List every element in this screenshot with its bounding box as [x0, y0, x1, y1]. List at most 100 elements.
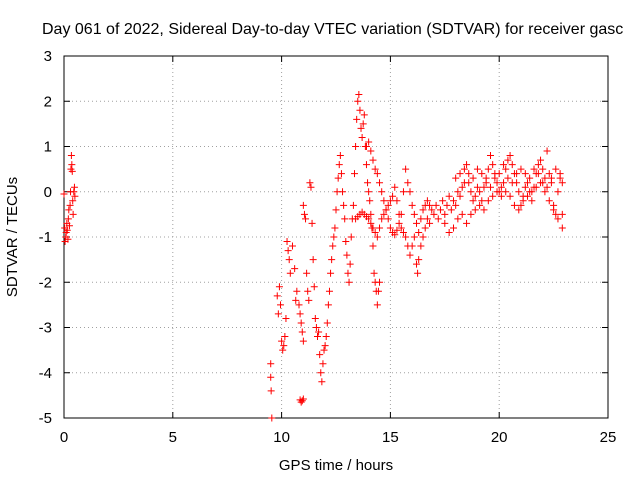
data-point — [497, 192, 505, 200]
data-point — [489, 192, 497, 200]
data-point — [318, 378, 326, 386]
data-point — [275, 283, 283, 291]
data-point — [534, 170, 542, 178]
x-tick-label: 10 — [273, 429, 290, 446]
data-point — [319, 360, 327, 368]
data-point — [267, 373, 275, 381]
data-point — [354, 97, 362, 105]
data-point — [519, 197, 527, 205]
data-point — [314, 333, 322, 341]
data-point — [358, 133, 366, 141]
data-point — [376, 224, 384, 232]
data-point — [423, 215, 431, 223]
y-tick-label: -5 — [39, 410, 52, 427]
data-point — [428, 206, 436, 214]
data-point — [547, 174, 555, 182]
data-point — [391, 231, 399, 239]
y-tick-label: -1 — [39, 229, 52, 246]
data-point — [508, 179, 516, 187]
data-point — [471, 192, 479, 200]
data-point — [417, 215, 425, 223]
data-point — [307, 183, 315, 191]
y-tick-label: -4 — [39, 365, 52, 382]
data-point — [541, 188, 549, 196]
data-point — [495, 170, 503, 178]
data-point — [359, 120, 367, 128]
data-point — [460, 179, 468, 187]
data-point — [458, 183, 466, 191]
data-point — [504, 174, 512, 182]
data-point — [365, 138, 373, 146]
data-point — [445, 228, 453, 236]
y-axis-label: SDTVAR / TECUs — [4, 177, 21, 297]
data-point — [280, 342, 288, 350]
data-point — [273, 292, 281, 300]
data-point — [68, 167, 76, 175]
data-point — [373, 301, 381, 309]
data-point — [274, 310, 282, 318]
data-point — [64, 235, 72, 243]
data-point — [366, 197, 374, 205]
x-axis-label: GPS time / hours — [279, 457, 393, 474]
data-point — [436, 206, 444, 214]
data-point — [426, 201, 434, 209]
data-point — [327, 269, 335, 277]
data-point — [309, 256, 317, 264]
data-point — [454, 188, 462, 196]
data-point — [410, 233, 418, 241]
data-point — [515, 188, 523, 196]
data-point — [279, 346, 287, 354]
data-point — [376, 179, 384, 187]
data-point — [69, 197, 77, 205]
data-points — [60, 90, 566, 422]
data-point — [419, 206, 427, 214]
data-point — [480, 183, 488, 191]
data-point — [532, 183, 540, 191]
data-point — [454, 215, 462, 223]
data-point — [415, 256, 423, 264]
data-point — [558, 224, 566, 232]
data-point — [324, 301, 332, 309]
data-point — [473, 183, 481, 191]
data-point — [543, 147, 551, 155]
data-point — [476, 188, 484, 196]
data-point — [340, 201, 348, 209]
data-point — [378, 215, 386, 223]
data-point — [506, 192, 514, 200]
data-point — [395, 219, 403, 227]
data-point — [357, 124, 365, 132]
data-point — [64, 215, 72, 223]
data-point — [367, 147, 375, 155]
data-point — [537, 156, 545, 164]
x-tick-label: 20 — [491, 429, 508, 446]
data-point — [321, 342, 329, 350]
data-point — [308, 219, 316, 227]
data-point — [463, 161, 471, 169]
data-point — [413, 219, 421, 227]
data-point — [68, 161, 76, 169]
data-point — [517, 201, 525, 209]
data-point — [65, 206, 73, 214]
data-point — [380, 197, 388, 205]
data-point — [355, 90, 363, 98]
data-point — [386, 197, 394, 205]
data-point — [336, 152, 344, 160]
x-tick-label: 25 — [600, 429, 617, 446]
data-point — [493, 188, 501, 196]
data-point — [399, 188, 407, 196]
data-point — [382, 206, 390, 214]
data-point — [408, 242, 416, 250]
data-point — [320, 346, 328, 354]
data-point — [550, 206, 558, 214]
data-point — [356, 106, 364, 114]
data-point — [554, 188, 562, 196]
data-point — [389, 192, 397, 200]
data-point — [391, 183, 399, 191]
data-point — [341, 215, 349, 223]
data-point — [526, 174, 534, 182]
data-point — [369, 242, 377, 250]
data-point — [460, 165, 468, 173]
data-point — [493, 179, 501, 187]
data-point — [299, 201, 307, 209]
data-point — [267, 387, 275, 395]
